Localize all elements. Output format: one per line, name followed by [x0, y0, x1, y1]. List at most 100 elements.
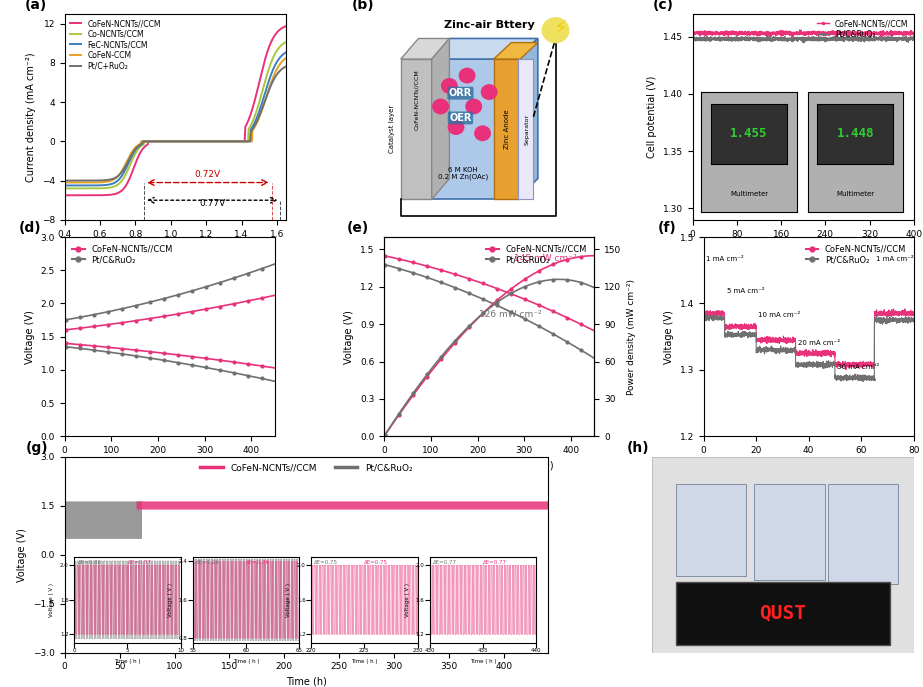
- CoFeN-NCNTs//CCM: [795, 350, 806, 358]
- Pt/C&RuO₂: [903, 38, 914, 46]
- FancyBboxPatch shape: [494, 59, 521, 199]
- CoFeN-NCNTs//CCM: [841, 365, 852, 374]
- Line: Pt/C&RuO₂: Pt/C&RuO₂: [691, 34, 915, 43]
- Text: ORR: ORR: [449, 88, 472, 98]
- Pt/C+RuO₂: [219, 137, 230, 146]
- Text: 5 mA cm⁻²: 5 mA cm⁻²: [726, 288, 764, 294]
- CoFeN-NCNTs//CCM: [861, 27, 872, 36]
- Y-axis label: Voltage (V): Voltage (V): [25, 310, 35, 363]
- Line: CoFeN-CCM: CoFeN-CCM: [65, 58, 286, 183]
- Text: 1 mA cm⁻²: 1 mA cm⁻²: [706, 256, 743, 262]
- Text: (d): (d): [18, 221, 41, 235]
- Pt/C&RuO₂: [864, 373, 875, 381]
- CoFeN-CCM: [281, 54, 292, 63]
- Polygon shape: [494, 43, 538, 59]
- Circle shape: [433, 100, 449, 113]
- CoFeN-NCNTs//CCM: [131, 156, 142, 164]
- Pt/C+RuO₂: [131, 144, 142, 152]
- FeC-NCNTs/CCM: [59, 181, 70, 190]
- CoFeN-NCNTs//CCM: [908, 311, 919, 319]
- Text: CoFeN-NCNTs//CCM: CoFeN-NCNTs//CCM: [414, 69, 419, 130]
- Pt/C&RuO₂: [861, 36, 872, 45]
- Pt/C&RuO₂: [709, 313, 720, 321]
- Text: (f): (f): [657, 221, 676, 235]
- Text: (c): (c): [653, 0, 674, 12]
- Pt/C+RuO₂: [281, 63, 292, 71]
- Line: Pt/C&RuO₂: Pt/C&RuO₂: [702, 312, 915, 383]
- Pt/C&RuO₂: [903, 319, 914, 327]
- CoFeN-CCM: [147, 137, 158, 146]
- X-axis label: Current density (mA cm⁻²): Current density (mA cm⁻²): [105, 460, 234, 471]
- Text: 145 mW cm⁻²: 145 mW cm⁻²: [514, 254, 577, 263]
- Text: (e): (e): [346, 221, 368, 235]
- CoFeN-NCNTs//CCM: [908, 32, 919, 41]
- Pt/C+RuO₂: [198, 137, 210, 146]
- CoFeN-NCNTs//CCM: [903, 308, 914, 316]
- Line: CoFeN-NCNTs//CCM: CoFeN-NCNTs//CCM: [691, 29, 915, 38]
- Polygon shape: [432, 38, 450, 199]
- Text: Zinc Anode: Zinc Anode: [504, 109, 509, 149]
- Text: Separator: Separator: [524, 113, 529, 145]
- Line: CoFeN-NCNTs//CCM: CoFeN-NCNTs//CCM: [65, 26, 286, 195]
- Pt/C&RuO₂: [902, 36, 913, 45]
- Y-axis label: Voltage (V): Voltage (V): [344, 310, 354, 363]
- CoFeN-NCNTs//CCM: [903, 311, 914, 319]
- CoFeN-NCNTs//CCM: [795, 29, 806, 37]
- FancyBboxPatch shape: [754, 484, 825, 581]
- Polygon shape: [516, 38, 538, 199]
- Circle shape: [474, 126, 490, 140]
- CoFeN-NCNTs//CCM: [800, 350, 811, 359]
- Text: 1 mA cm⁻²: 1 mA cm⁻²: [877, 256, 914, 262]
- Pt/C&RuO₂: [795, 34, 806, 42]
- CoFeN-NCNTs//CCM: [902, 27, 913, 36]
- Line: Pt/C+RuO₂: Pt/C+RuO₂: [65, 67, 286, 181]
- Text: (g): (g): [26, 441, 49, 455]
- Legend: CoFeN-NCNTs//CCM, Pt/C&RuO₂: CoFeN-NCNTs//CCM, Pt/C&RuO₂: [802, 241, 909, 267]
- CoFeN-NCNTs//CCM: [699, 31, 710, 39]
- Circle shape: [466, 100, 482, 113]
- Pt/C&RuO₂: [699, 36, 710, 44]
- Text: 10 mA cm⁻²: 10 mA cm⁻²: [758, 312, 800, 317]
- CoFeN-CCM: [131, 142, 142, 150]
- X-axis label: Time (s): Time (s): [784, 244, 823, 254]
- FeC-NCNTs/CCM: [131, 144, 142, 153]
- FancyBboxPatch shape: [518, 59, 533, 199]
- FeC-NCNTs/CCM: [220, 137, 231, 146]
- Line: Co-NCNTs/CCM: Co-NCNTs/CCM: [65, 42, 286, 188]
- Y-axis label: Voltage (V): Voltage (V): [18, 528, 28, 582]
- Text: (b): (b): [352, 0, 375, 12]
- Co-NCNTs/CCM: [219, 137, 230, 146]
- FancyBboxPatch shape: [676, 484, 747, 576]
- X-axis label: Current density (mA cm⁻²): Current density (mA cm⁻²): [425, 460, 554, 471]
- Pt/C&RuO₂: [908, 34, 919, 43]
- FeC-NCNTs/CCM: [219, 137, 230, 146]
- Legend: CoFeN-NCNTs//CCM, Pt/C&RuO₂: CoFeN-NCNTs//CCM, Pt/C&RuO₂: [69, 241, 176, 267]
- CoFeN-NCNTs//CCM: [709, 309, 720, 317]
- Legend: CoFeN-NCNTs//CCM, Pt/C&RuO₂: CoFeN-NCNTs//CCM, Pt/C&RuO₂: [816, 18, 910, 40]
- Co-NCNTs/CCM: [281, 38, 292, 46]
- CoFeN-NCNTs//CCM: [59, 191, 70, 199]
- FeC-NCNTs/CCM: [198, 137, 210, 146]
- Pt/C&RuO₂: [706, 308, 717, 317]
- CoFeN-CCM: [220, 137, 231, 146]
- Circle shape: [460, 69, 474, 82]
- Legend: CoFeN-NCNTs//CCM, Co-NCNTs/CCM, FeC-NCNTs/CCM, CoFeN-CCM, Pt/C+RuO₂: CoFeN-NCNTs//CCM, Co-NCNTs/CCM, FeC-NCNT…: [68, 18, 162, 71]
- CoFeN-NCNTs//CCM: [687, 29, 698, 37]
- Co-NCNTs/CCM: [131, 147, 142, 155]
- Pt/C&RuO₂: [835, 32, 846, 40]
- FancyBboxPatch shape: [828, 484, 898, 584]
- CoFeN-NCNTs//CCM: [220, 137, 231, 146]
- Y-axis label: Power density (mW cm⁻²): Power density (mW cm⁻²): [627, 279, 636, 394]
- CoFeN-NCNTs//CCM: [902, 30, 913, 38]
- Circle shape: [543, 18, 569, 43]
- Legend: CoFeN-NCNTs//CCM, Pt/C&RuO₂: CoFeN-NCNTs//CCM, Pt/C&RuO₂: [198, 462, 414, 474]
- Line: FeC-NCNTs/CCM: FeC-NCNTs/CCM: [65, 52, 286, 185]
- Pt/C&RuO₂: [698, 313, 709, 321]
- Y-axis label: Cell potential (V): Cell potential (V): [647, 76, 657, 158]
- Text: 6 M KOH
0.2 M Zn(OAc): 6 M KOH 0.2 M Zn(OAc): [438, 167, 487, 180]
- CoFeN-NCNTs//CCM: [281, 22, 292, 30]
- CoFeN-CCM: [219, 137, 230, 146]
- Text: 0.72V: 0.72V: [195, 170, 221, 179]
- FeC-NCNTs/CCM: [281, 48, 292, 56]
- Polygon shape: [401, 38, 450, 59]
